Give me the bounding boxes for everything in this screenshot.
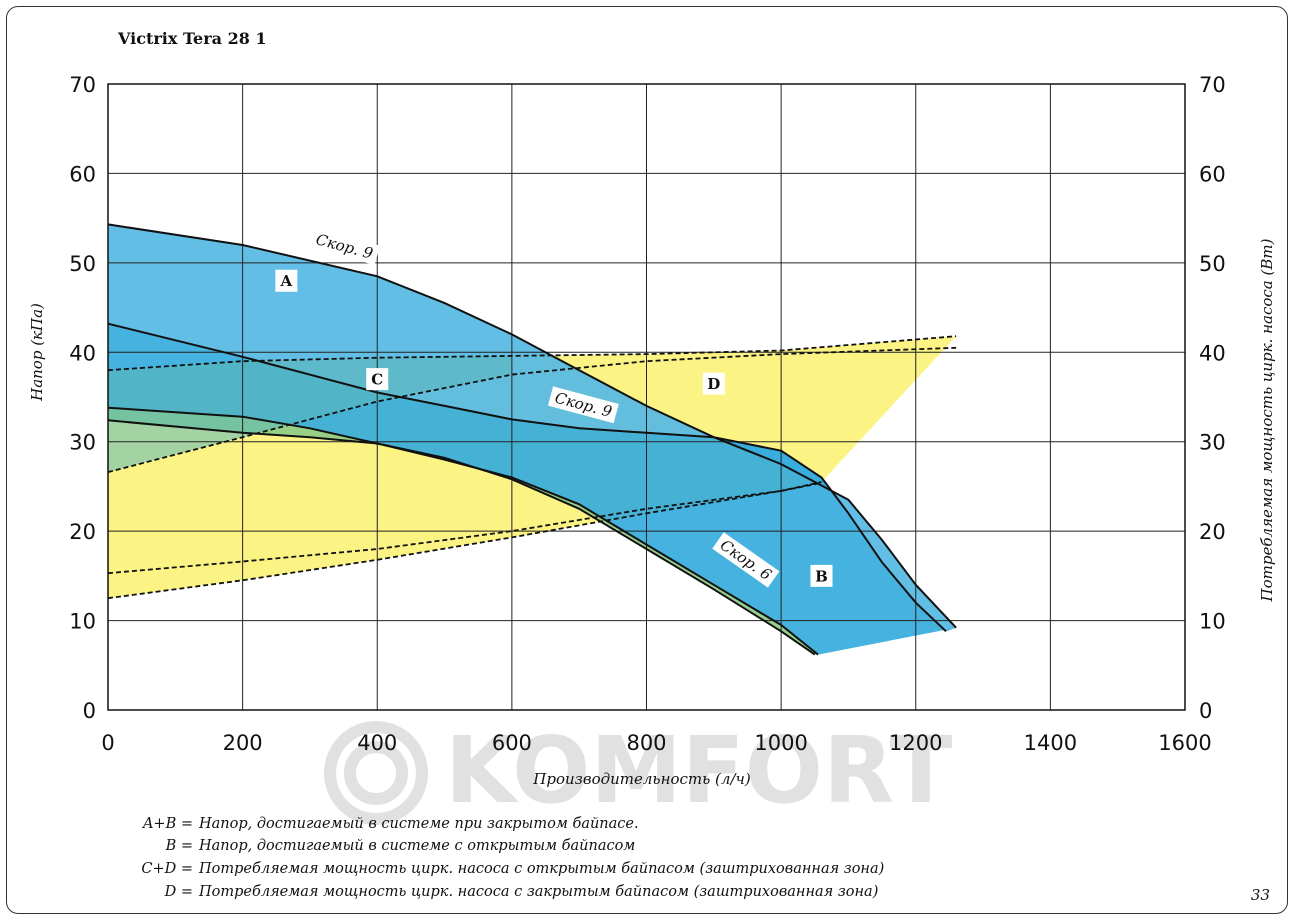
watermark-text: KOMFORT <box>445 717 953 824</box>
zone-label-box <box>366 368 389 391</box>
y-tick-label: 70 <box>69 73 96 97</box>
x-tick-label: 200 <box>223 731 263 755</box>
chart-title: Victrix Tera 28 1 <box>117 29 267 48</box>
watermark-logo-icon <box>324 721 428 825</box>
zone-a-area <box>108 224 957 632</box>
y2-tick-label: 40 <box>1199 341 1226 365</box>
ticks-layer: 0 200 400 600 800 1000 1200 1400 160001020304050… <box>69 73 1225 755</box>
series-line-head-closed-bypass-speed9 <box>107 223 957 629</box>
curve-annotation-box <box>712 532 780 588</box>
curve-annotation-box <box>547 386 619 424</box>
zone-label-box <box>810 564 833 587</box>
legend-text: Потребляемая мощность цирк. насоса с отк… <box>198 861 884 877</box>
curve-annotation-box <box>308 228 380 265</box>
zone-label-c: C <box>371 371 383 389</box>
y2-tick-label: 20 <box>1199 520 1226 544</box>
y2-tick-label: 70 <box>1199 73 1226 97</box>
zone-label-b: B <box>815 567 828 585</box>
legend-key: D = <box>164 884 193 900</box>
legend-text: Напор, достигаемый в системе при закрыто… <box>198 816 639 832</box>
x-tick-label: 1200 <box>889 731 942 755</box>
y2-tick-label: 30 <box>1199 431 1226 455</box>
grid-layer <box>107 83 1186 711</box>
lines-layer <box>107 223 957 656</box>
y-tick-label: 10 <box>69 610 96 634</box>
y-tick-label: 20 <box>69 520 96 544</box>
legend: A+B = Напор, достигаемый в системе при з… <box>141 816 884 900</box>
plot-border <box>107 83 1186 711</box>
curve-annotation: Скор. 9 <box>308 228 380 265</box>
page-frame <box>6 6 1288 914</box>
zone-label-box <box>275 269 298 292</box>
y-tick-label: 0 <box>83 699 96 723</box>
zone-label-a: A <box>280 272 293 290</box>
zones-layer <box>108 224 957 655</box>
x-tick-label: 0 <box>101 731 114 755</box>
y-axis-label: Напор (кПа) <box>28 303 46 402</box>
y-tick-label: 30 <box>69 431 96 455</box>
y2-tick-label: 10 <box>1199 610 1226 634</box>
zone-c-area <box>108 355 512 473</box>
y-tick-label: 40 <box>69 341 96 365</box>
legend-key: C+D = <box>141 861 193 877</box>
y2-tick-label: 0 <box>1199 699 1212 723</box>
y-tick-label: 50 <box>69 252 96 276</box>
series-line-power-closed-bypass-lower <box>107 346 957 473</box>
series-line-head-speed6-lower <box>107 419 816 656</box>
x-tick-label: 1400 <box>1024 731 1077 755</box>
legend-key: B = <box>165 838 193 854</box>
x-tick-label: 800 <box>626 731 666 755</box>
x-tick-label: 400 <box>357 731 397 755</box>
series-line-head-open-bypass-speed9 <box>107 322 947 633</box>
x-axis-label: Производительность (л/ч) <box>532 770 751 788</box>
x-tick-label: 600 <box>492 731 532 755</box>
y-tick-label: 60 <box>69 162 96 186</box>
zone-label-box <box>702 372 725 395</box>
legend-text: Потребляемая мощность цирк. насоса с зак… <box>198 884 878 900</box>
x-tick-label: 1000 <box>754 731 807 755</box>
zone-label-d: D <box>707 375 720 393</box>
y2-axis-label: Потребляемая мощность цирк. насоса (Вт) <box>1258 238 1276 602</box>
legend-text: Напор, достигаемый в системе с открытым … <box>198 838 635 854</box>
series-line-power-open-bypass-lower <box>107 481 822 600</box>
curve-annotation-text: Скор. 9 <box>314 230 375 263</box>
x-tick-label: 1600 <box>1158 731 1211 755</box>
page-number: 33 <box>1251 886 1270 904</box>
y2-tick-label: 50 <box>1199 252 1226 276</box>
series-line-power-closed-bypass-upper <box>107 335 957 372</box>
legend-key: A+B = <box>141 816 193 832</box>
y2-tick-label: 60 <box>1199 162 1226 186</box>
